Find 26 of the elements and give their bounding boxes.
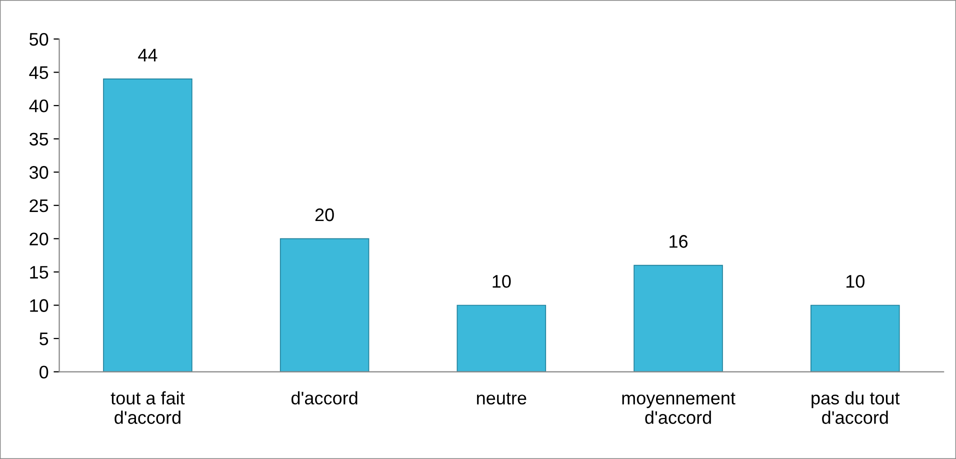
bar <box>280 238 370 372</box>
data-label: 44 <box>138 48 158 62</box>
x-tick-label: moyennement d'accord <box>622 392 736 424</box>
data-label: 20 <box>315 208 334 222</box>
x-tick-label: neutre <box>477 392 526 404</box>
y-tick-label: 50 <box>29 32 48 46</box>
y-tick-label: 40 <box>29 100 48 112</box>
y-tick-label: 35 <box>29 132 48 146</box>
y-tick-label: 25 <box>30 199 48 212</box>
x-tick-label: pas du tout d'accord <box>812 391 900 424</box>
bar <box>103 78 192 372</box>
bar <box>456 304 546 372</box>
y-tick-label: 15 <box>30 266 48 279</box>
x-tick-label: tout a fait d'accord <box>110 391 185 424</box>
data-label: 10 <box>846 274 864 288</box>
bar <box>810 304 900 372</box>
y-tick-label: 20 <box>30 232 48 246</box>
data-label: 16 <box>670 235 688 248</box>
y-tick-label: 5 <box>40 332 48 346</box>
data-label: 10 <box>492 274 511 288</box>
y-tick-label: 45 <box>29 66 48 80</box>
y-tick-label: 30 <box>29 166 48 179</box>
y-tick-label: 0 <box>40 366 48 379</box>
bar <box>634 264 723 372</box>
x-tick-label: d'accord <box>291 391 358 404</box>
y-tick-label: 10 <box>30 299 48 312</box>
